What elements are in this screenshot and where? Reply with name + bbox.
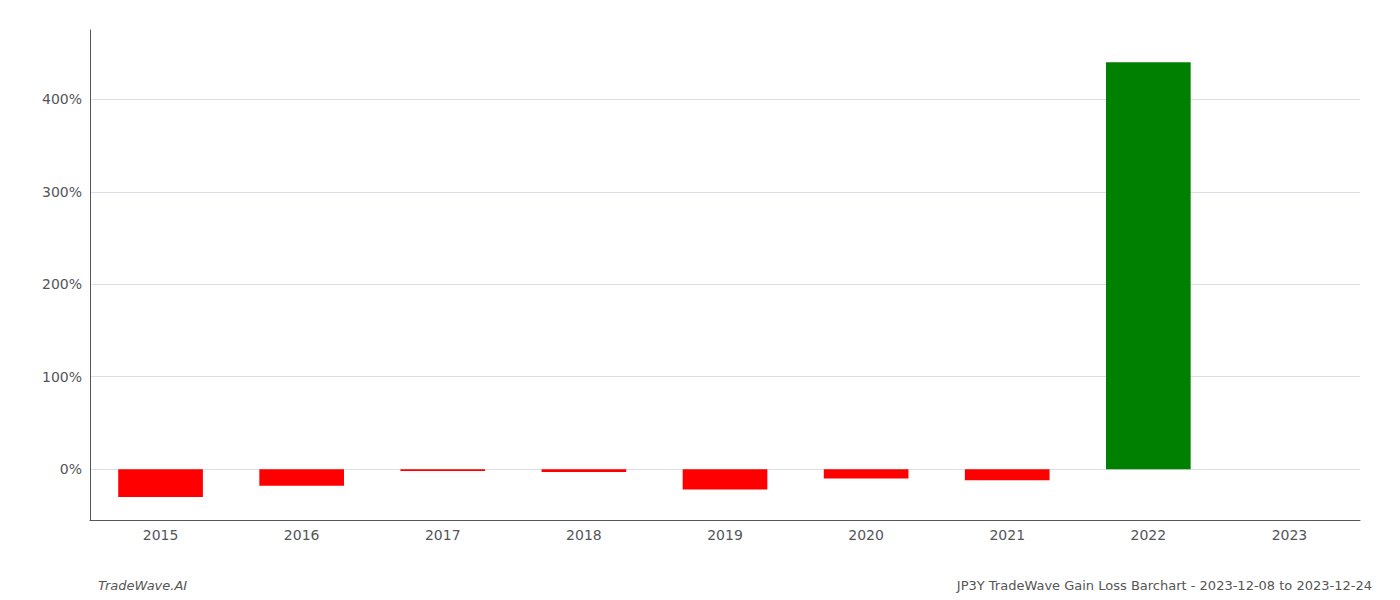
svg-text:TradeWave.AI: TradeWave.AI [98,578,187,593]
svg-text:2023: 2023 [1272,527,1308,543]
svg-text:400%: 400% [42,91,82,107]
svg-text:2017: 2017 [425,527,461,543]
svg-text:100%: 100% [42,369,82,385]
svg-text:2021: 2021 [989,527,1025,543]
svg-text:2015: 2015 [143,527,179,543]
svg-text:2019: 2019 [707,527,743,543]
svg-text:300%: 300% [42,184,82,200]
svg-text:0%: 0% [60,461,82,477]
svg-text:2020: 2020 [848,527,884,543]
svg-text:2022: 2022 [1131,527,1167,543]
svg-text:2016: 2016 [284,527,320,543]
svg-text:2018: 2018 [566,527,602,543]
svg-text:JP3Y TradeWave Gain Loss Barch: JP3Y TradeWave Gain Loss Barchart - 2023… [956,578,1372,593]
svg-text:200%: 200% [42,276,82,292]
